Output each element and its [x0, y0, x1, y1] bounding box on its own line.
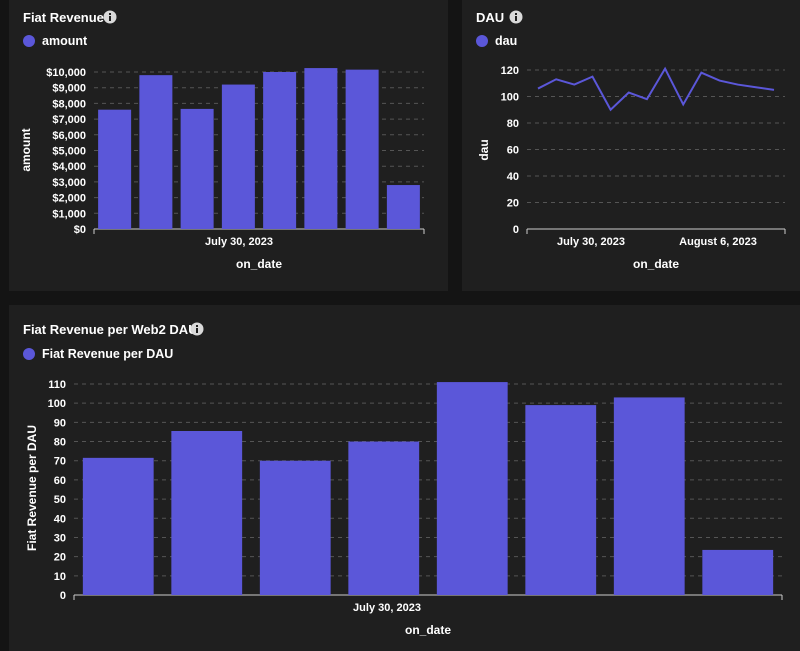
legend-swatch [23, 348, 35, 360]
legend-label: Fiat Revenue per DAU [42, 347, 174, 361]
y-tick-label: $7,000 [52, 114, 86, 126]
bar [98, 109, 132, 229]
bar [259, 460, 331, 595]
dau-legend[interactable]: dau [476, 34, 517, 48]
y-tick-label: 0 [60, 590, 66, 602]
bar [171, 430, 243, 595]
y-tick-label: 20 [507, 198, 519, 210]
info-icon[interactable] [509, 10, 523, 24]
y-tick-label: $6,000 [52, 130, 86, 142]
bar [702, 549, 774, 595]
bar [263, 72, 297, 229]
y-tick-label: 0 [513, 224, 519, 236]
bar [436, 382, 508, 595]
y-tick-label: $5,000 [52, 146, 86, 158]
legend-label: amount [42, 34, 88, 48]
y-axis-title: Fiat Revenue per DAU [25, 425, 39, 551]
x-tick-label: July 30, 2023 [353, 602, 421, 614]
y-axis-title: amount [19, 128, 33, 171]
y-tick-label: 110 [48, 379, 66, 391]
y-tick-label: 60 [507, 145, 519, 157]
y-tick-label: $0 [74, 224, 86, 236]
series-line [537, 66, 775, 112]
legend-label: dau [495, 34, 518, 48]
bar [345, 69, 379, 230]
y-axis-title: dau [477, 139, 491, 160]
y-tick-label: 30 [54, 532, 66, 544]
y-tick-label: $8,000 [52, 98, 86, 110]
y-tick-label: 70 [54, 456, 66, 468]
y-tick-label: $4,000 [52, 161, 86, 173]
fiat-revenue-chart: $0 $1,000 $2,000 $3,000 $4,000 $5,000 $6,000 $7… [19, 67, 425, 271]
x-axis-title: on_date [236, 257, 282, 271]
legend-swatch [476, 35, 488, 47]
x-axis-title: on_date [633, 257, 679, 271]
y-tick-label: $9,000 [52, 83, 86, 95]
fiat-per-dau-legend[interactable]: Fiat Revenue per DAU [23, 347, 173, 361]
x-tick-label: August 6, 2023 [679, 236, 757, 248]
x-axis-title: on_date [405, 623, 451, 637]
y-tick-label: 90 [54, 417, 66, 429]
y-tick-label: 80 [54, 437, 66, 449]
y-tick-label: $10,000 [46, 67, 86, 79]
y-tick-label: 50 [54, 494, 66, 506]
y-tick-label: 40 [507, 171, 519, 183]
dau-title: DAU [476, 10, 505, 25]
y-tick-label: 60 [54, 475, 66, 487]
bar [180, 108, 214, 229]
bar [82, 457, 154, 595]
y-tick-label: $3,000 [52, 177, 86, 189]
legend-swatch [23, 35, 35, 47]
bar [348, 441, 420, 595]
dau-chart: 0 20 40 60 80 100 120 July 30, 2023 August 6, 20… [477, 65, 786, 271]
x-tick-label: July 30, 2023 [205, 236, 273, 248]
x-tick-label: July 30, 2023 [557, 236, 625, 248]
bar [613, 397, 685, 595]
bar [525, 405, 597, 595]
y-tick-label: 100 [48, 398, 66, 410]
y-tick-label: 120 [501, 65, 519, 77]
fiat-revenue-title: Fiat Revenue [23, 10, 104, 25]
dau-panel [462, 0, 800, 291]
y-tick-label: 40 [54, 513, 66, 525]
y-tick-label: 100 [501, 92, 519, 104]
info-icon[interactable] [190, 322, 204, 336]
bar [386, 185, 420, 229]
y-tick-label: 10 [54, 571, 66, 583]
y-tick-label: $2,000 [52, 193, 86, 205]
fiat-per-dau-title: Fiat Revenue per Web2 DAU [23, 322, 198, 337]
y-tick-label: $1,000 [52, 208, 86, 220]
info-icon[interactable] [103, 10, 117, 24]
bar [304, 68, 338, 229]
bar [221, 84, 255, 229]
y-tick-label: 20 [54, 552, 66, 564]
y-tick-label: 80 [507, 118, 519, 130]
bar [139, 75, 173, 229]
fiat-revenue-legend[interactable]: amount [23, 34, 87, 48]
